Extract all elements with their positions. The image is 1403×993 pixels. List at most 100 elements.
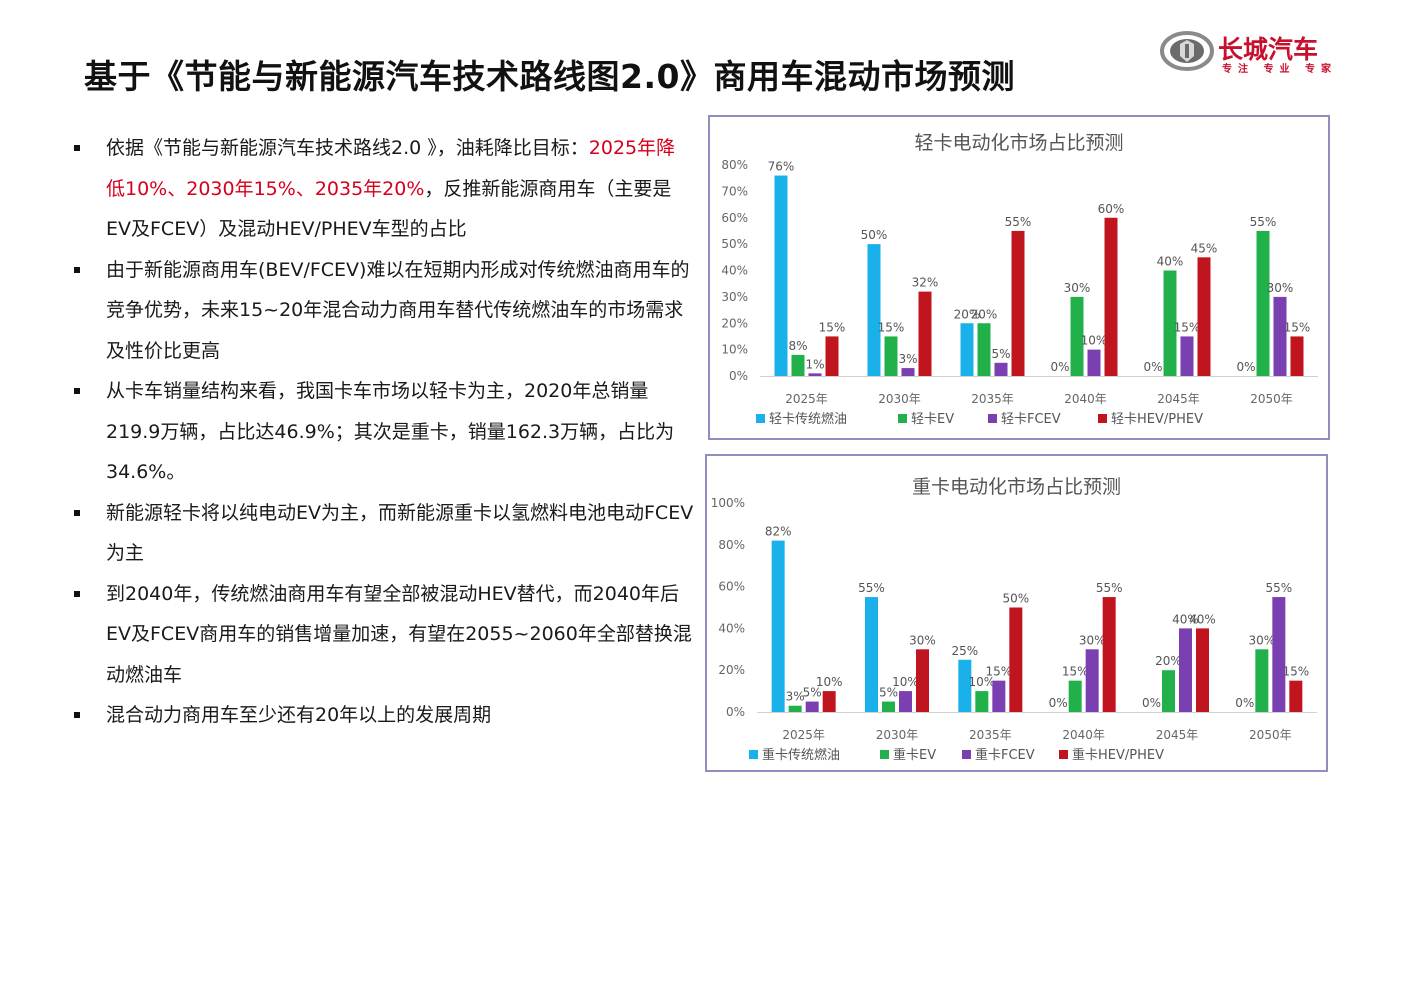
data-label: 76% xyxy=(768,160,795,174)
legend-label: 轻卡HEV/PHEV xyxy=(1111,412,1203,427)
bar-ev xyxy=(975,691,989,712)
bar-hev xyxy=(1011,230,1025,376)
bullet-text: 到2040年，传统燃油商用车有望全部被混动HEV替代，而2040年后EV及FCE… xyxy=(106,582,692,686)
bar-fcev xyxy=(1085,649,1099,712)
x-tick-label: 2045年 xyxy=(1157,392,1200,406)
data-label: 15% xyxy=(878,320,905,334)
bar-fcev xyxy=(805,701,819,712)
data-label: 0% xyxy=(1236,360,1255,374)
data-label: 10% xyxy=(892,675,919,689)
data-label: 10% xyxy=(816,675,843,689)
data-label: 3% xyxy=(786,690,805,704)
x-tick-label: 2025年 xyxy=(782,728,825,742)
bar-ev xyxy=(1163,270,1177,376)
bar-fcev xyxy=(994,362,1008,376)
data-label: 15% xyxy=(819,320,846,334)
data-label: 15% xyxy=(985,665,1012,679)
x-tick-label: 2040年 xyxy=(1064,392,1107,406)
bar-hev xyxy=(916,649,929,712)
bullet-text: 新能源轻卡将以纯电动EV为主，而新能源重卡以氢燃料电池电动FCEV为主 xyxy=(106,501,694,565)
highlight-text: 2025年降低10%、2030年15%、2035年20% xyxy=(106,137,676,200)
bar-fcev xyxy=(808,373,822,376)
y-tick-label: 80% xyxy=(718,538,745,552)
legend-swatch xyxy=(756,414,765,423)
data-label: 0% xyxy=(1142,696,1161,710)
data-label: 30% xyxy=(1079,633,1106,647)
legend-swatch xyxy=(880,750,889,759)
data-label: 60% xyxy=(1098,202,1125,216)
bar-hev xyxy=(1289,680,1303,712)
data-label: 25% xyxy=(951,644,978,658)
bullet-text: ，反推新能源商用车（主要是EV及FCEV）及混动HEV/PHEV车型的占比 xyxy=(106,177,672,241)
data-label: 0% xyxy=(1050,360,1069,374)
bar-ev xyxy=(884,336,898,376)
data-label: 55% xyxy=(1096,581,1123,595)
legend-swatch xyxy=(898,414,907,423)
bar-hev xyxy=(1290,336,1304,376)
bullet-text: 混合动力商用车至少还有20年以上的发展周期 xyxy=(106,704,492,726)
x-tick-label: 2050年 xyxy=(1250,392,1293,406)
data-label: 30% xyxy=(1064,281,1091,295)
data-label: 0% xyxy=(1143,360,1162,374)
data-label: 15% xyxy=(1174,320,1201,334)
data-label: 15% xyxy=(1284,320,1311,334)
x-tick-label: 2035年 xyxy=(969,728,1012,742)
bar-ev xyxy=(1162,670,1175,712)
data-label: 82% xyxy=(765,525,792,539)
chart-title: 重卡电动化市场占比预测 xyxy=(912,476,1121,498)
x-tick-label: 2025年 xyxy=(785,392,828,406)
legend-label: 轻卡EV xyxy=(911,412,954,427)
data-label: 30% xyxy=(1248,633,1275,647)
y-tick-label: 100% xyxy=(711,496,745,510)
data-label: 15% xyxy=(1282,665,1309,679)
y-tick-label: 80% xyxy=(721,158,748,172)
bar-hev xyxy=(1102,597,1116,712)
data-label: 8% xyxy=(788,339,807,353)
bullet-list: 依据《节能与新能源汽车技术路线2.0 》，油耗降比目标：2025年降低10%、2… xyxy=(74,128,694,736)
legend-swatch xyxy=(988,414,997,423)
legend-label: 重卡FCEV xyxy=(975,747,1035,763)
page-title: 基于《节能与新能源汽车技术路线图2.0》商用车混动市场预测 xyxy=(84,57,1015,96)
brand-logo: 长城汽车 专注 专业 专家 xyxy=(1160,30,1340,76)
data-label: 5% xyxy=(879,686,898,700)
bar-ev xyxy=(1255,649,1269,712)
bar-ev xyxy=(1256,230,1270,376)
bar-fcev xyxy=(1179,628,1192,712)
logo-text: 长城汽车 xyxy=(1218,35,1319,64)
legend-swatch xyxy=(962,750,971,759)
bar-hev xyxy=(1104,217,1118,376)
bar-ev xyxy=(791,354,805,376)
legend-label: 重卡传统燃油 xyxy=(762,747,840,763)
y-tick-label: 10% xyxy=(721,343,748,357)
data-label: 10% xyxy=(968,675,995,689)
y-tick-label: 60% xyxy=(718,580,745,594)
legend-swatch xyxy=(749,750,758,759)
bar-ev xyxy=(977,323,991,376)
data-label: 50% xyxy=(1002,592,1029,606)
bar-fuel xyxy=(771,540,785,712)
logo-emblem-icon xyxy=(1160,31,1214,71)
x-tick-label: 2030年 xyxy=(878,392,921,406)
data-label: 20% xyxy=(1155,654,1182,668)
bar-fcev xyxy=(901,368,915,376)
data-label: 30% xyxy=(909,633,936,647)
y-tick-label: 20% xyxy=(721,316,748,330)
data-label: 40% xyxy=(1172,612,1199,626)
bar-ev xyxy=(788,705,802,712)
data-label: 3% xyxy=(898,352,917,366)
data-label: 50% xyxy=(861,228,888,242)
bar-fcev xyxy=(1180,336,1194,376)
bar-hev xyxy=(822,691,836,712)
x-tick-label: 2040年 xyxy=(1062,728,1105,742)
bullet-item: 混合动力商用车至少还有20年以上的发展周期 xyxy=(74,695,694,736)
data-label: 30% xyxy=(1267,281,1294,295)
bullet-item: 从卡车销量结构来看，我国卡车市场以轻卡为主，2020年总销量219.9万辆，占比… xyxy=(74,371,694,493)
heavy-truck-chart-svg: 重卡电动化市场占比预测 0% 20% 40% 60% 80% 100% 2025年 82% 3% 5… xyxy=(711,476,1317,763)
data-label: 55% xyxy=(1265,581,1292,595)
bar-fuel xyxy=(774,175,788,376)
data-label: 20% xyxy=(954,307,981,321)
data-label: 5% xyxy=(991,347,1010,361)
x-tick-label: 2030年 xyxy=(876,728,919,742)
y-tick-label: 0% xyxy=(726,705,745,719)
data-label: 32% xyxy=(912,276,939,290)
